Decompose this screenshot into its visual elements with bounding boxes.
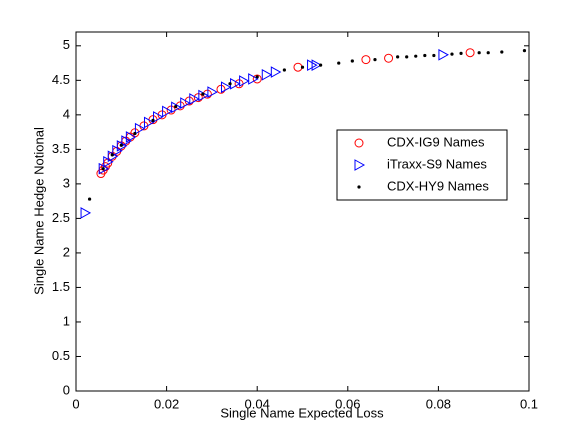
y-tick-label: 2.5: [52, 210, 70, 225]
marker: [180, 97, 191, 109]
y-tick-label: 5: [63, 37, 70, 52]
legend-box: [336, 129, 508, 201]
marker: [414, 54, 418, 58]
marker: [174, 104, 178, 109]
marker: [300, 65, 305, 69]
marker: [119, 143, 123, 147]
y-tick-label: 3: [63, 175, 70, 190]
marker: [337, 61, 341, 65]
marker: [248, 73, 259, 85]
plot-area: [75, 31, 530, 392]
marker: [350, 59, 354, 63]
marker: [162, 105, 173, 118]
marker: [193, 93, 203, 103]
marker: [477, 51, 481, 55]
marker: [270, 66, 282, 78]
y-tick-label: 4.5: [52, 72, 70, 87]
x-axis-label: Single Name Expected Loss: [220, 405, 384, 420]
marker: [465, 48, 475, 58]
y-tick-label: 4: [63, 106, 70, 121]
y-tick-label: 1.5: [52, 279, 70, 294]
marker: [87, 197, 92, 201]
marker: [153, 111, 164, 123]
marker: [500, 50, 504, 54]
legend-marker: [357, 185, 361, 189]
marker: [459, 51, 463, 56]
x-tick-label: 0.08: [426, 396, 451, 411]
marker: [110, 153, 114, 157]
y-tick-label: 3.5: [52, 141, 70, 156]
x-tick-label: 0.06: [335, 396, 360, 411]
marker: [373, 58, 377, 62]
marker: [101, 167, 105, 171]
marker: [282, 68, 286, 72]
marker: [239, 75, 250, 87]
legend-label: iTraxx-S9 Names: [387, 156, 487, 171]
marker: [319, 63, 323, 67]
marker: [143, 116, 155, 129]
marker: [384, 53, 394, 63]
marker: [311, 59, 323, 71]
marker: [151, 118, 155, 122]
legend-label: CDX-HY9 Names: [387, 178, 489, 193]
y-tick-label: 1: [63, 313, 70, 328]
marker: [405, 55, 409, 59]
marker: [80, 207, 92, 219]
marker: [189, 93, 200, 105]
marker: [450, 52, 454, 56]
marker: [133, 131, 137, 136]
marker: [361, 55, 371, 65]
marker: [125, 131, 137, 143]
x-tick-label: 0.1: [520, 396, 538, 411]
y-tick-label: 0: [63, 382, 70, 397]
marker: [423, 53, 427, 58]
marker: [201, 92, 205, 96]
marker: [486, 51, 490, 55]
marker: [261, 68, 273, 81]
marker: [252, 74, 262, 84]
marker: [134, 122, 146, 135]
marker: [220, 81, 232, 94]
marker: [171, 101, 182, 114]
marker: [522, 49, 527, 53]
marker: [438, 48, 449, 61]
y-axis-label: Single Name Hedge Notional: [31, 127, 46, 295]
marker: [255, 75, 259, 79]
legend-label: CDX-IG9 Names: [387, 134, 485, 149]
marker: [207, 86, 218, 98]
y-tick-label: 0.5: [52, 348, 70, 363]
marker: [228, 82, 232, 86]
x-tick-label: 0.02: [154, 396, 179, 411]
x-tick-label: 0.04: [245, 396, 270, 411]
legend-marker: [354, 159, 366, 171]
legend-marker: [354, 138, 364, 148]
marker: [396, 55, 400, 59]
marker: [432, 53, 436, 58]
x-tick-label: 0: [72, 396, 79, 411]
marker: [216, 84, 226, 94]
y-tick-label: 2: [63, 244, 70, 259]
